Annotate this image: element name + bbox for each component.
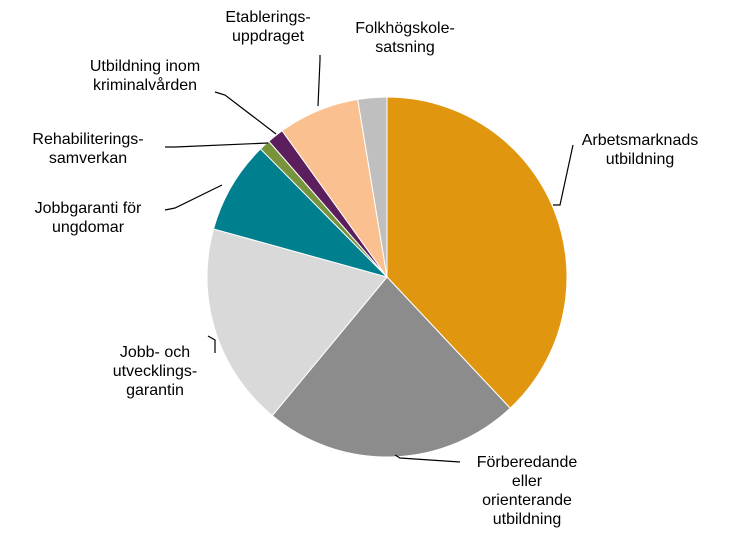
leader-line [553, 144, 574, 206]
label-line: utbildning [606, 151, 675, 168]
pie-slice [357, 96, 388, 278]
leader-line [165, 142, 269, 148]
slice-label: Folkhögskole-satsning [355, 20, 455, 56]
slice-label: Jobb- och utvecklings-garantin [113, 344, 197, 399]
leader-line [164, 184, 223, 211]
leader-line [394, 454, 461, 463]
pie-slice [206, 228, 388, 417]
leader-line [214, 91, 277, 135]
label-line: orienterande [482, 492, 572, 509]
slice-label: Jobbgaranti för ungdomar [35, 200, 142, 236]
pie-slice [386, 96, 568, 409]
label-line: Förberedande [477, 454, 578, 471]
label-line: Utbildning inom [90, 58, 200, 75]
label-line: Etablerings- [225, 9, 310, 26]
slice-label: Utbildning inom kriminalvården [90, 58, 200, 94]
label-line: kriminalvården [93, 76, 197, 94]
label-line: garantin [126, 382, 184, 399]
label-line: Folkhögskole- [355, 20, 455, 37]
label-line: Rehabiliterings- [32, 131, 143, 148]
label-line: eller [512, 473, 543, 490]
label-line: Jobb- och [120, 344, 190, 361]
label-line: samverkan [49, 150, 127, 167]
label-line: ungdomar [52, 219, 125, 236]
slice-label: Arbetsmarknads utbildning [582, 132, 699, 168]
slice-label: Rehabiliterings-samverkan [32, 131, 143, 167]
label-line: Jobbgaranti för [35, 200, 142, 217]
label-line: satsning [375, 39, 435, 56]
slice-label: Etablerings-uppdraget [225, 9, 310, 45]
label-line: utbildning [493, 511, 562, 528]
leader-line [317, 55, 321, 107]
label-line: Arbetsmarknads [582, 132, 699, 149]
label-line: utvecklings- [113, 363, 197, 380]
pie-slice [271, 276, 511, 458]
leader-line [207, 335, 216, 353]
slice-label: Förberedande eller orienterande utbildning [477, 454, 578, 528]
pie-slice [212, 148, 389, 278]
label-line: uppdraget [232, 28, 305, 45]
